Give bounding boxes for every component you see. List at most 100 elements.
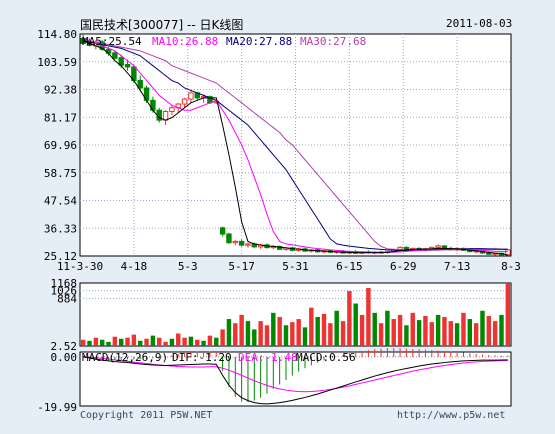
volume-bar — [201, 340, 206, 346]
price-x-tick: 4-18 — [121, 260, 148, 273]
volume-bar — [385, 310, 390, 346]
volume-bar — [353, 303, 358, 346]
price-y-tick: 103.59 — [37, 56, 77, 69]
volume-bar — [467, 319, 473, 346]
volume-bar — [106, 341, 111, 346]
volume-bar — [245, 321, 251, 346]
volume-bar — [252, 329, 257, 346]
candle-body — [181, 98, 188, 105]
candle-body — [169, 107, 175, 112]
price-x-tick: 11-3-30 — [57, 260, 103, 273]
volume-bar — [283, 325, 289, 346]
volume-bar — [157, 337, 162, 346]
candle-body — [397, 246, 403, 250]
price-y-tick: 114.80 — [37, 28, 77, 41]
volume-bar — [321, 313, 327, 346]
candle-body — [137, 80, 143, 89]
volume-bar — [112, 336, 118, 346]
volume-bar — [454, 323, 460, 346]
volume-bar — [214, 337, 219, 346]
volume-y-tick: 884 — [57, 292, 77, 305]
volume-bar — [429, 322, 434, 346]
legend-dif: DIF:-1.20 — [172, 351, 232, 364]
macd-y-tick: -19.99 — [37, 401, 77, 414]
legend-macd-params: MACD(12,26,9) — [82, 351, 168, 364]
volume-bar — [309, 307, 314, 346]
ma5-line — [82, 40, 508, 256]
volume-y-tick: 2.52 — [51, 340, 78, 353]
volume-bar — [176, 333, 181, 346]
volume-bar — [347, 291, 352, 346]
candle-body — [232, 240, 239, 244]
volume-bar — [80, 339, 86, 346]
volume-bar — [442, 316, 447, 346]
candle-body — [124, 63, 131, 68]
price-y-tick: 47.54 — [44, 195, 77, 208]
volume-bar — [93, 337, 99, 346]
price-y-tick: 36.33 — [44, 222, 77, 235]
volume-bar — [486, 315, 492, 346]
volume-bar — [404, 325, 409, 346]
legend-ma10: MA10:26.88 — [152, 35, 218, 48]
volume-y-tick: 1168 — [51, 277, 78, 290]
legend-ma5: MA5:25.54 — [82, 35, 142, 48]
price-y-tick: 69.96 — [44, 139, 77, 152]
dif-line — [83, 356, 508, 405]
volume-bar — [220, 329, 225, 346]
volume-bar — [328, 323, 333, 346]
volume-bar — [334, 310, 339, 346]
volume-bar — [448, 321, 454, 346]
volume-bar — [150, 335, 156, 346]
candle-body — [238, 240, 245, 246]
footer-copyright: Copyright 2011 P5W.NET — [80, 410, 213, 421]
volume-bar — [372, 312, 377, 346]
volume-bar — [233, 323, 238, 346]
volume-bar — [182, 337, 187, 346]
header-date: 2011-08-03 — [446, 17, 513, 30]
price-x-tick: 5-31 — [282, 260, 309, 273]
volume-bar — [315, 316, 320, 346]
candle-body — [188, 92, 194, 100]
volume-bar — [410, 312, 415, 346]
volume-bar — [137, 340, 143, 346]
volume-bar — [226, 319, 232, 346]
candle-body — [226, 233, 232, 244]
candle-body — [112, 52, 118, 59]
price-x-tick: 6-15 — [336, 260, 363, 273]
volume-bar — [359, 314, 365, 346]
candle-body — [505, 249, 511, 256]
price-y-tick: 81.17 — [44, 111, 77, 124]
price-x-tick: 5-17 — [228, 260, 255, 273]
legend-ma20: MA20:27.88 — [226, 35, 292, 48]
volume-bar — [258, 321, 263, 346]
footer-url: http://www.p5w.net — [397, 410, 506, 421]
volume-bar — [277, 316, 282, 346]
volume-y-tick: 1026 — [51, 285, 78, 298]
volume-bar — [391, 319, 396, 346]
volume-bar — [480, 310, 485, 346]
candle-body — [435, 245, 441, 248]
volume-bar — [131, 334, 137, 346]
volume-bar — [302, 327, 308, 346]
volume-bar — [87, 340, 92, 346]
macd-y-tick: 0.00 — [51, 351, 78, 364]
volume-bar — [195, 339, 200, 346]
volume-bar — [423, 315, 428, 346]
volume-bar — [296, 319, 301, 346]
price-x-tick: 5-3 — [178, 260, 198, 273]
price-x-tick: 7-13 — [444, 260, 471, 273]
volume-bar — [125, 337, 130, 346]
volume-bar — [207, 335, 213, 346]
candle-body — [219, 227, 226, 235]
volume-bar — [505, 283, 511, 346]
volume-bar — [378, 323, 384, 346]
volume-bar — [397, 314, 403, 346]
volume-bar — [169, 338, 175, 346]
price-x-tick: 6-29 — [390, 260, 417, 273]
ma10-line — [82, 37, 508, 253]
legend-dea: DEA:-1.48 — [238, 351, 298, 364]
volume-bar — [163, 341, 168, 346]
dea-line — [83, 356, 508, 393]
volume-bar — [340, 321, 346, 346]
